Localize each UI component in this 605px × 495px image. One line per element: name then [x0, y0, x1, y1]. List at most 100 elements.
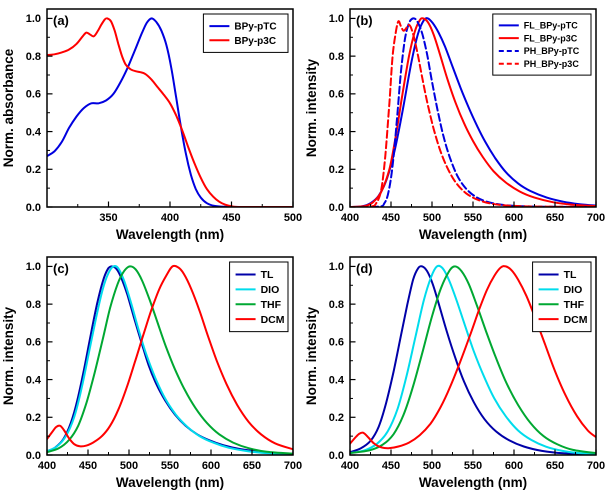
panel-b-chart: 400 450 500 550 600 650 700 0.0 0.2 0.4 0.6 0.8 1.0 W…: [303, 0, 605, 247]
x-tick-label: 500: [423, 460, 441, 472]
legend: FL_BPy-pTC FL_BPy-p3C PH_BPy-pTC PH_BPy-p3C: [492, 13, 592, 76]
series-curve-BPy-pTC: [47, 17, 293, 207]
x-tick-label: 500: [120, 460, 138, 472]
series-curve-DCM: [47, 264, 293, 451]
x-tick-label: 600: [505, 212, 523, 224]
y-tick-label: 0.4: [26, 126, 42, 138]
legend-entry: BPy-p3C: [209, 36, 276, 47]
y-axis-title: Norm. intensity: [304, 58, 319, 157]
legend: TL DIO THF DCM: [229, 261, 289, 333]
y-tick-label: 0.2: [329, 164, 344, 176]
y-tick-label: 0.2: [26, 412, 41, 424]
x-tick-label: 500: [423, 212, 441, 224]
x-tick-label: 700: [284, 460, 302, 472]
panel-label: (b): [356, 13, 373, 28]
x-tick-label: 550: [161, 460, 179, 472]
legend-label: DIO: [261, 284, 280, 296]
x-axis-title: Wavelength (nm): [419, 227, 527, 242]
y-tick-label: 0.6: [329, 89, 344, 101]
legend-entry: DCM: [538, 314, 588, 326]
legend-label: DCM: [261, 314, 285, 326]
y-tick-label: 0.2: [26, 164, 41, 176]
x-tick-label: 700: [587, 460, 605, 472]
x-tick-label: 450: [79, 460, 97, 472]
legend-label: THF: [564, 299, 585, 311]
x-tick-label: 550: [464, 460, 482, 472]
y-tick-label: 0.0: [329, 450, 344, 462]
legend-label: PH_BPy-p3C: [524, 59, 580, 69]
x-tick-label: 450: [382, 460, 400, 472]
series-curve-DIO: [350, 264, 596, 455]
x-tick-label: 600: [505, 460, 523, 472]
y-tick-label: 0.6: [329, 337, 344, 349]
x-tick-label: 400: [38, 460, 56, 472]
x-tick-label: 400: [341, 460, 359, 472]
legend-box: [202, 13, 289, 53]
legend-label: DIO: [564, 284, 583, 296]
y-tick-label: 0.6: [26, 337, 41, 349]
legend-entry: PH_BPy-pTC: [498, 46, 580, 56]
legend-entry: BPy-pTC: [209, 22, 277, 33]
panel-label: (d): [356, 261, 373, 276]
y-tick-label: 0.4: [329, 126, 345, 138]
series-curve-THF: [47, 265, 293, 455]
series-group: [350, 264, 596, 455]
legend-entry: TL: [235, 269, 274, 281]
x-tick-label: 550: [464, 212, 482, 224]
y-tick-label: 0.2: [329, 412, 344, 424]
legend-entry: DCM: [235, 314, 285, 326]
series-curve-BPy-p3C: [47, 17, 293, 207]
x-tick-label: 450: [382, 212, 400, 224]
x-tick-label: 700: [587, 212, 605, 224]
legend-label: FL_BPy-p3C: [524, 33, 578, 43]
legend-label: BPy-pTC: [234, 22, 276, 33]
y-tick-label: 0.8: [329, 51, 344, 63]
y-axis-title: Norm. intensity: [1, 306, 16, 405]
x-axis-title: Wavelength (nm): [419, 475, 527, 490]
x-tick-label: 600: [202, 460, 220, 472]
x-tick-label: 650: [243, 460, 261, 472]
y-tick-label: 1.0: [329, 261, 344, 273]
legend-entry: THF: [538, 299, 585, 311]
x-tick-label: 650: [546, 212, 564, 224]
legend-entry: FL_BPy-p3C: [498, 33, 578, 43]
legend-label: TL: [564, 269, 577, 281]
y-tick-label: 0.8: [26, 51, 41, 63]
series-curve-TL: [350, 265, 596, 455]
y-tick-label: 0.0: [26, 202, 41, 214]
x-axis-title: Wavelength (nm): [116, 227, 224, 242]
legend-entry: FL_BPy-pTC: [498, 21, 578, 31]
x-tick-label: 350: [99, 212, 117, 224]
series-curve-PH_BPy-p3C: [350, 20, 596, 207]
y-tick-label: 0.6: [26, 89, 41, 101]
legend-entry: DIO: [235, 284, 280, 296]
legend: BPy-pTC BPy-p3C: [202, 13, 289, 53]
legend-label: BPy-p3C: [234, 36, 276, 47]
legend-entry: TL: [538, 269, 577, 281]
legend-label: THF: [261, 299, 282, 311]
series-curve-DCM: [350, 265, 596, 450]
legend-label: TL: [261, 269, 274, 281]
legend-entry: DIO: [538, 284, 583, 296]
legend-entry: PH_BPy-p3C: [498, 59, 580, 69]
legend-label: DCM: [564, 314, 588, 326]
x-tick-label: 650: [546, 460, 564, 472]
y-tick-label: 0.8: [26, 299, 41, 311]
series-curve-FL_BPy-p3C: [350, 17, 596, 207]
panel-a-chart: 350 400 450 500 0.0 0.2 0.4 0.6 0.8 1.0 Wavelength…: [0, 0, 302, 247]
y-tick-label: 1.0: [26, 261, 41, 273]
x-tick-label: 450: [222, 212, 240, 224]
series-curve-THF: [350, 265, 596, 455]
panel-c-chart: 400 450 500 550 600 650 700 0.0 0.2 0.4 0.6 0.8 1.0 W…: [0, 248, 302, 495]
series-group: [350, 17, 596, 207]
legend-label: PH_BPy-pTC: [524, 46, 580, 56]
y-tick-label: 0.4: [26, 374, 42, 386]
y-axis-title: Norm. intensity: [304, 306, 319, 405]
series-group: [47, 17, 293, 207]
y-tick-label: 0.8: [329, 299, 344, 311]
y-tick-label: 1.0: [329, 13, 344, 25]
y-tick-label: 1.0: [26, 13, 41, 25]
panel-label: (a): [53, 13, 69, 28]
legend: TL DIO THF DCM: [532, 261, 592, 333]
